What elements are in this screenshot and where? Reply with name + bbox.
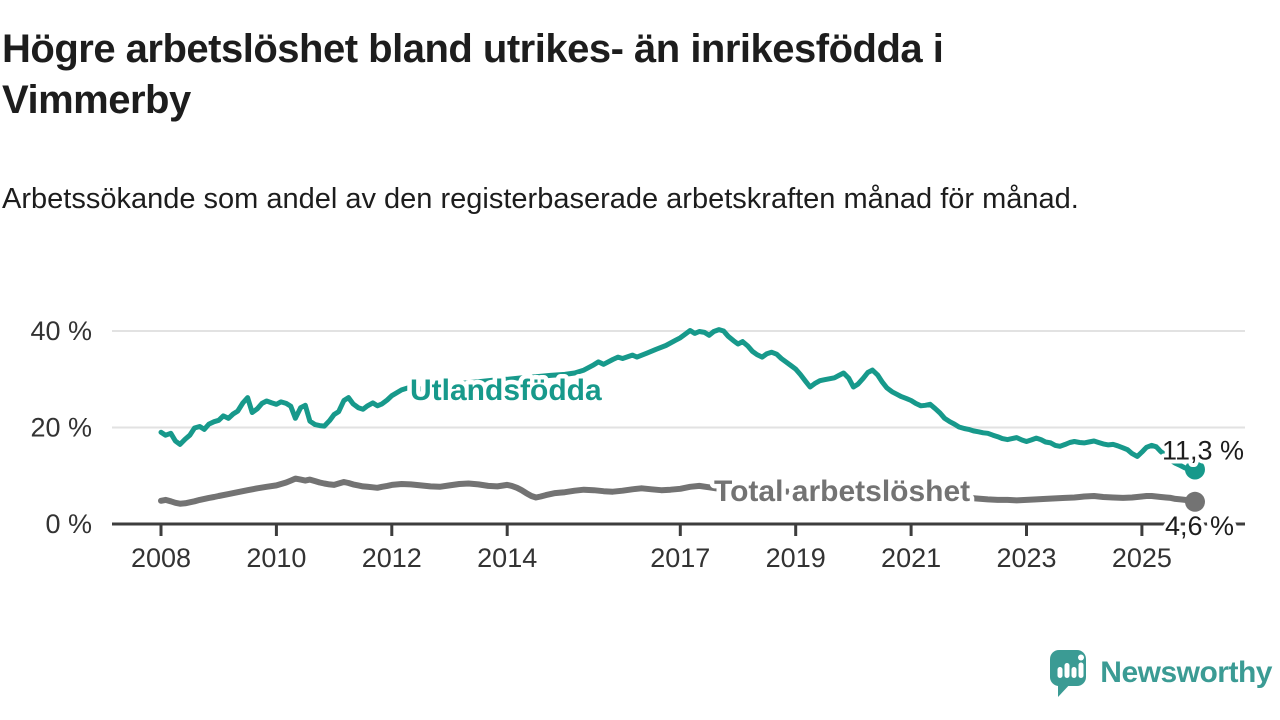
series-end-value-label: 4,6 % [1165, 511, 1234, 541]
series-end-value-label: 11,3 % [1162, 435, 1244, 465]
y-axis-tick-label: 20 % [30, 413, 92, 443]
newsworthy-logo-icon [1050, 650, 1087, 697]
x-axis-tick-label: 2023 [996, 543, 1056, 573]
x-axis-tick-label: 2010 [246, 543, 306, 573]
newsworthy-logo[interactable]: Newsworthy [1048, 648, 1272, 698]
newsworthy-logo-text: Newsworthy [1100, 656, 1272, 689]
x-axis-tick-label: 2014 [477, 543, 537, 573]
x-axis-tick-label: 2008 [131, 543, 191, 573]
x-axis-tick-label: 2017 [650, 543, 710, 573]
x-axis-tick-label: 2019 [766, 543, 826, 573]
y-axis-tick-label: 0 % [45, 509, 92, 539]
y-axis-tick-label: 40 % [30, 316, 92, 346]
x-axis-tick-label: 2025 [1112, 543, 1172, 573]
page-title: Högre arbetslöshet bland utrikes- än inr… [2, 27, 944, 122]
series-end-dot [1184, 459, 1205, 480]
series-line-total-arbetsl-shet [158, 475, 1198, 507]
series-line-utlandsf-dda [158, 327, 1198, 473]
x-axis-tick-label: 2012 [362, 543, 422, 573]
x-axis-tick-label: 2021 [881, 543, 941, 573]
chart-subtitle: Arbetssökande som andel av den registerb… [2, 183, 1079, 215]
series-label: Total arbetslöshet [714, 475, 970, 508]
series-end-dot [1184, 491, 1205, 512]
series-label: Utlandsfödda [410, 374, 602, 407]
